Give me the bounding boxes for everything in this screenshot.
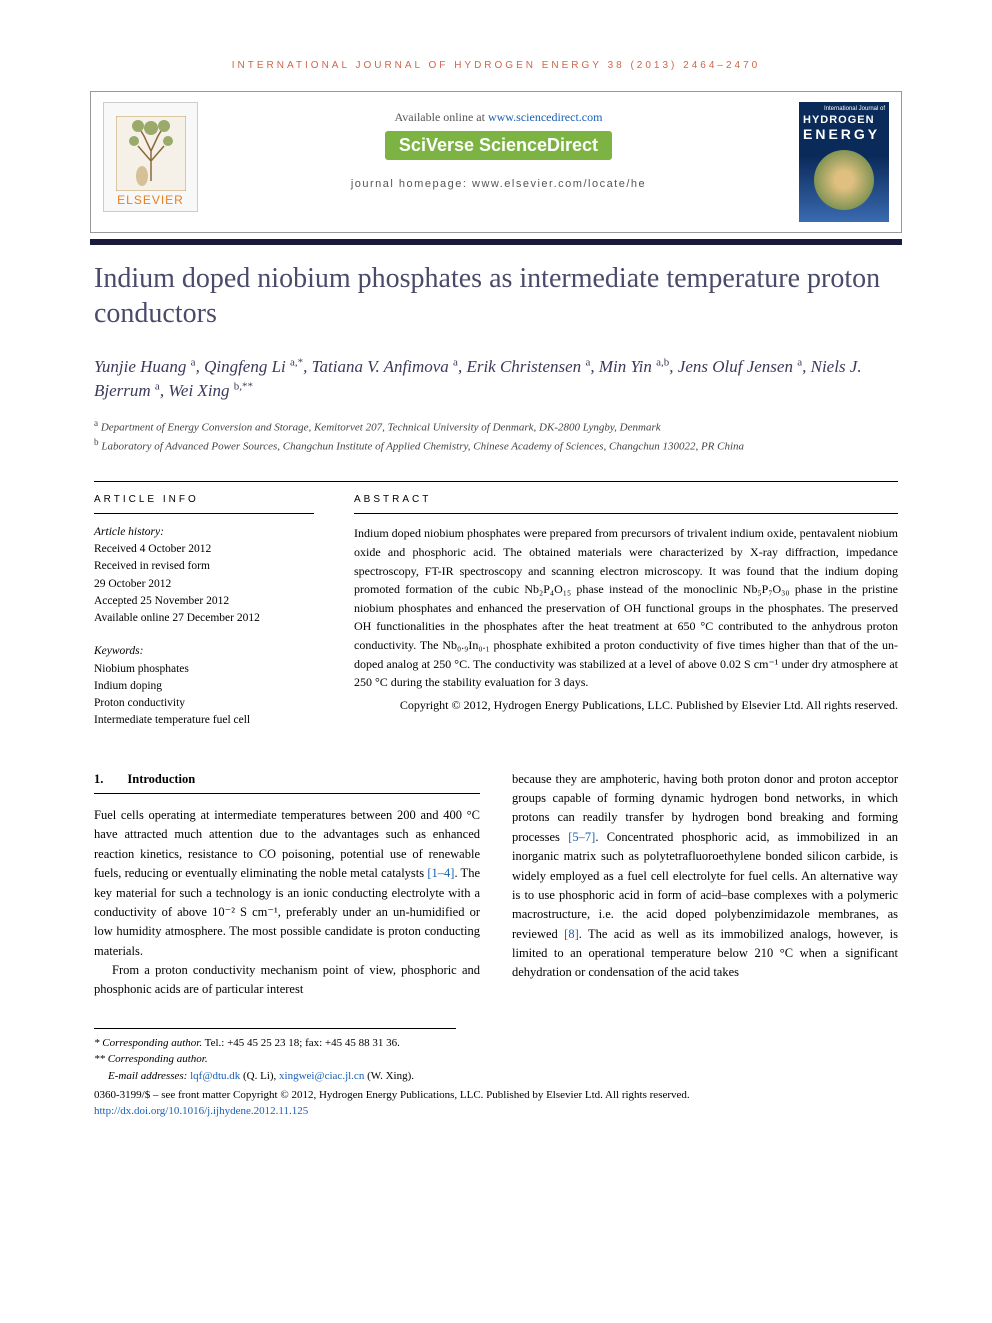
body-paragraph: From a proton conductivity mechanism poi… [94, 961, 480, 1000]
copyright-footer: 0360-3199/$ – see front matter Copyright… [94, 1088, 898, 1119]
body-text: 1.Introduction Fuel cells operating at i… [94, 770, 898, 1000]
accepted-date: Accepted 25 November 2012 [94, 593, 314, 610]
citation-link[interactable]: [5–7] [568, 830, 595, 844]
sciverse-logo: SciVerse ScienceDirect [210, 131, 787, 160]
abstract-column: ABSTRACT Indium doped niobium phosphates… [354, 482, 898, 730]
email-link[interactable]: xingwei@ciac.jl.cn [279, 1070, 364, 1082]
title-separator-bar [90, 239, 902, 245]
abstract-copyright: Copyright © 2012, Hydrogen Energy Public… [354, 696, 898, 715]
body-paragraph: because they are amphoteric, having both… [512, 770, 898, 983]
journal-homepage: journal homepage: www.elsevier.com/locat… [210, 178, 787, 190]
keyword: Niobium phosphates [94, 661, 314, 678]
publisher-banner: ELSEVIER Available online at www.science… [90, 91, 902, 233]
section-heading: 1.Introduction [94, 770, 480, 794]
article-info-heading: ARTICLE INFO [94, 482, 314, 514]
history-label: Article history: [94, 524, 314, 541]
citation-link[interactable]: [8] [564, 927, 579, 941]
article-title: Indium doped niobium phosphates as inter… [94, 261, 898, 331]
keyword: Proton conductivity [94, 695, 314, 712]
affiliations: a Department of Energy Conversion and St… [94, 417, 898, 455]
received-date: Received 4 October 2012 [94, 541, 314, 558]
elsevier-wordmark: ELSEVIER [117, 193, 184, 207]
article-info-sidebar: ARTICLE INFO Article history: Received 4… [94, 482, 314, 730]
doi-link[interactable]: http://dx.doi.org/10.1016/j.ijhydene.201… [94, 1105, 308, 1117]
available-online-text: Available online at www.sciencedirect.co… [210, 110, 787, 125]
citation-link[interactable]: [1–4] [427, 866, 454, 880]
footnotes: * Corresponding author. Tel.: +45 45 25 … [94, 1028, 456, 1085]
abstract-text: Indium doped niobium phosphates were pre… [354, 524, 898, 691]
revised-date-1: Received in revised form [94, 558, 314, 575]
tree-icon [116, 116, 186, 191]
running-header: INTERNATIONAL JOURNAL OF HYDROGEN ENERGY… [90, 60, 902, 71]
homepage-url[interactable]: www.elsevier.com/locate/he [472, 178, 646, 190]
keyword: Indium doping [94, 678, 314, 695]
email-link[interactable]: lqf@dtu.dk [190, 1070, 240, 1082]
sciencedirect-link[interactable]: www.sciencedirect.com [488, 110, 603, 124]
online-date: Available online 27 December 2012 [94, 610, 314, 627]
keywords-label: Keywords: [94, 643, 314, 660]
abstract-heading: ABSTRACT [354, 482, 898, 515]
journal-cover-thumbnail: International Journal of HYDROGEN ENERGY [799, 102, 889, 222]
author-list: Yunjie Huang a, Qingfeng Li a,*, Tatiana… [94, 355, 898, 403]
elsevier-logo: ELSEVIER [103, 102, 198, 212]
revised-date-2: 29 October 2012 [94, 576, 314, 593]
keyword: Intermediate temperature fuel cell [94, 712, 314, 729]
body-paragraph: Fuel cells operating at intermediate tem… [94, 806, 480, 961]
